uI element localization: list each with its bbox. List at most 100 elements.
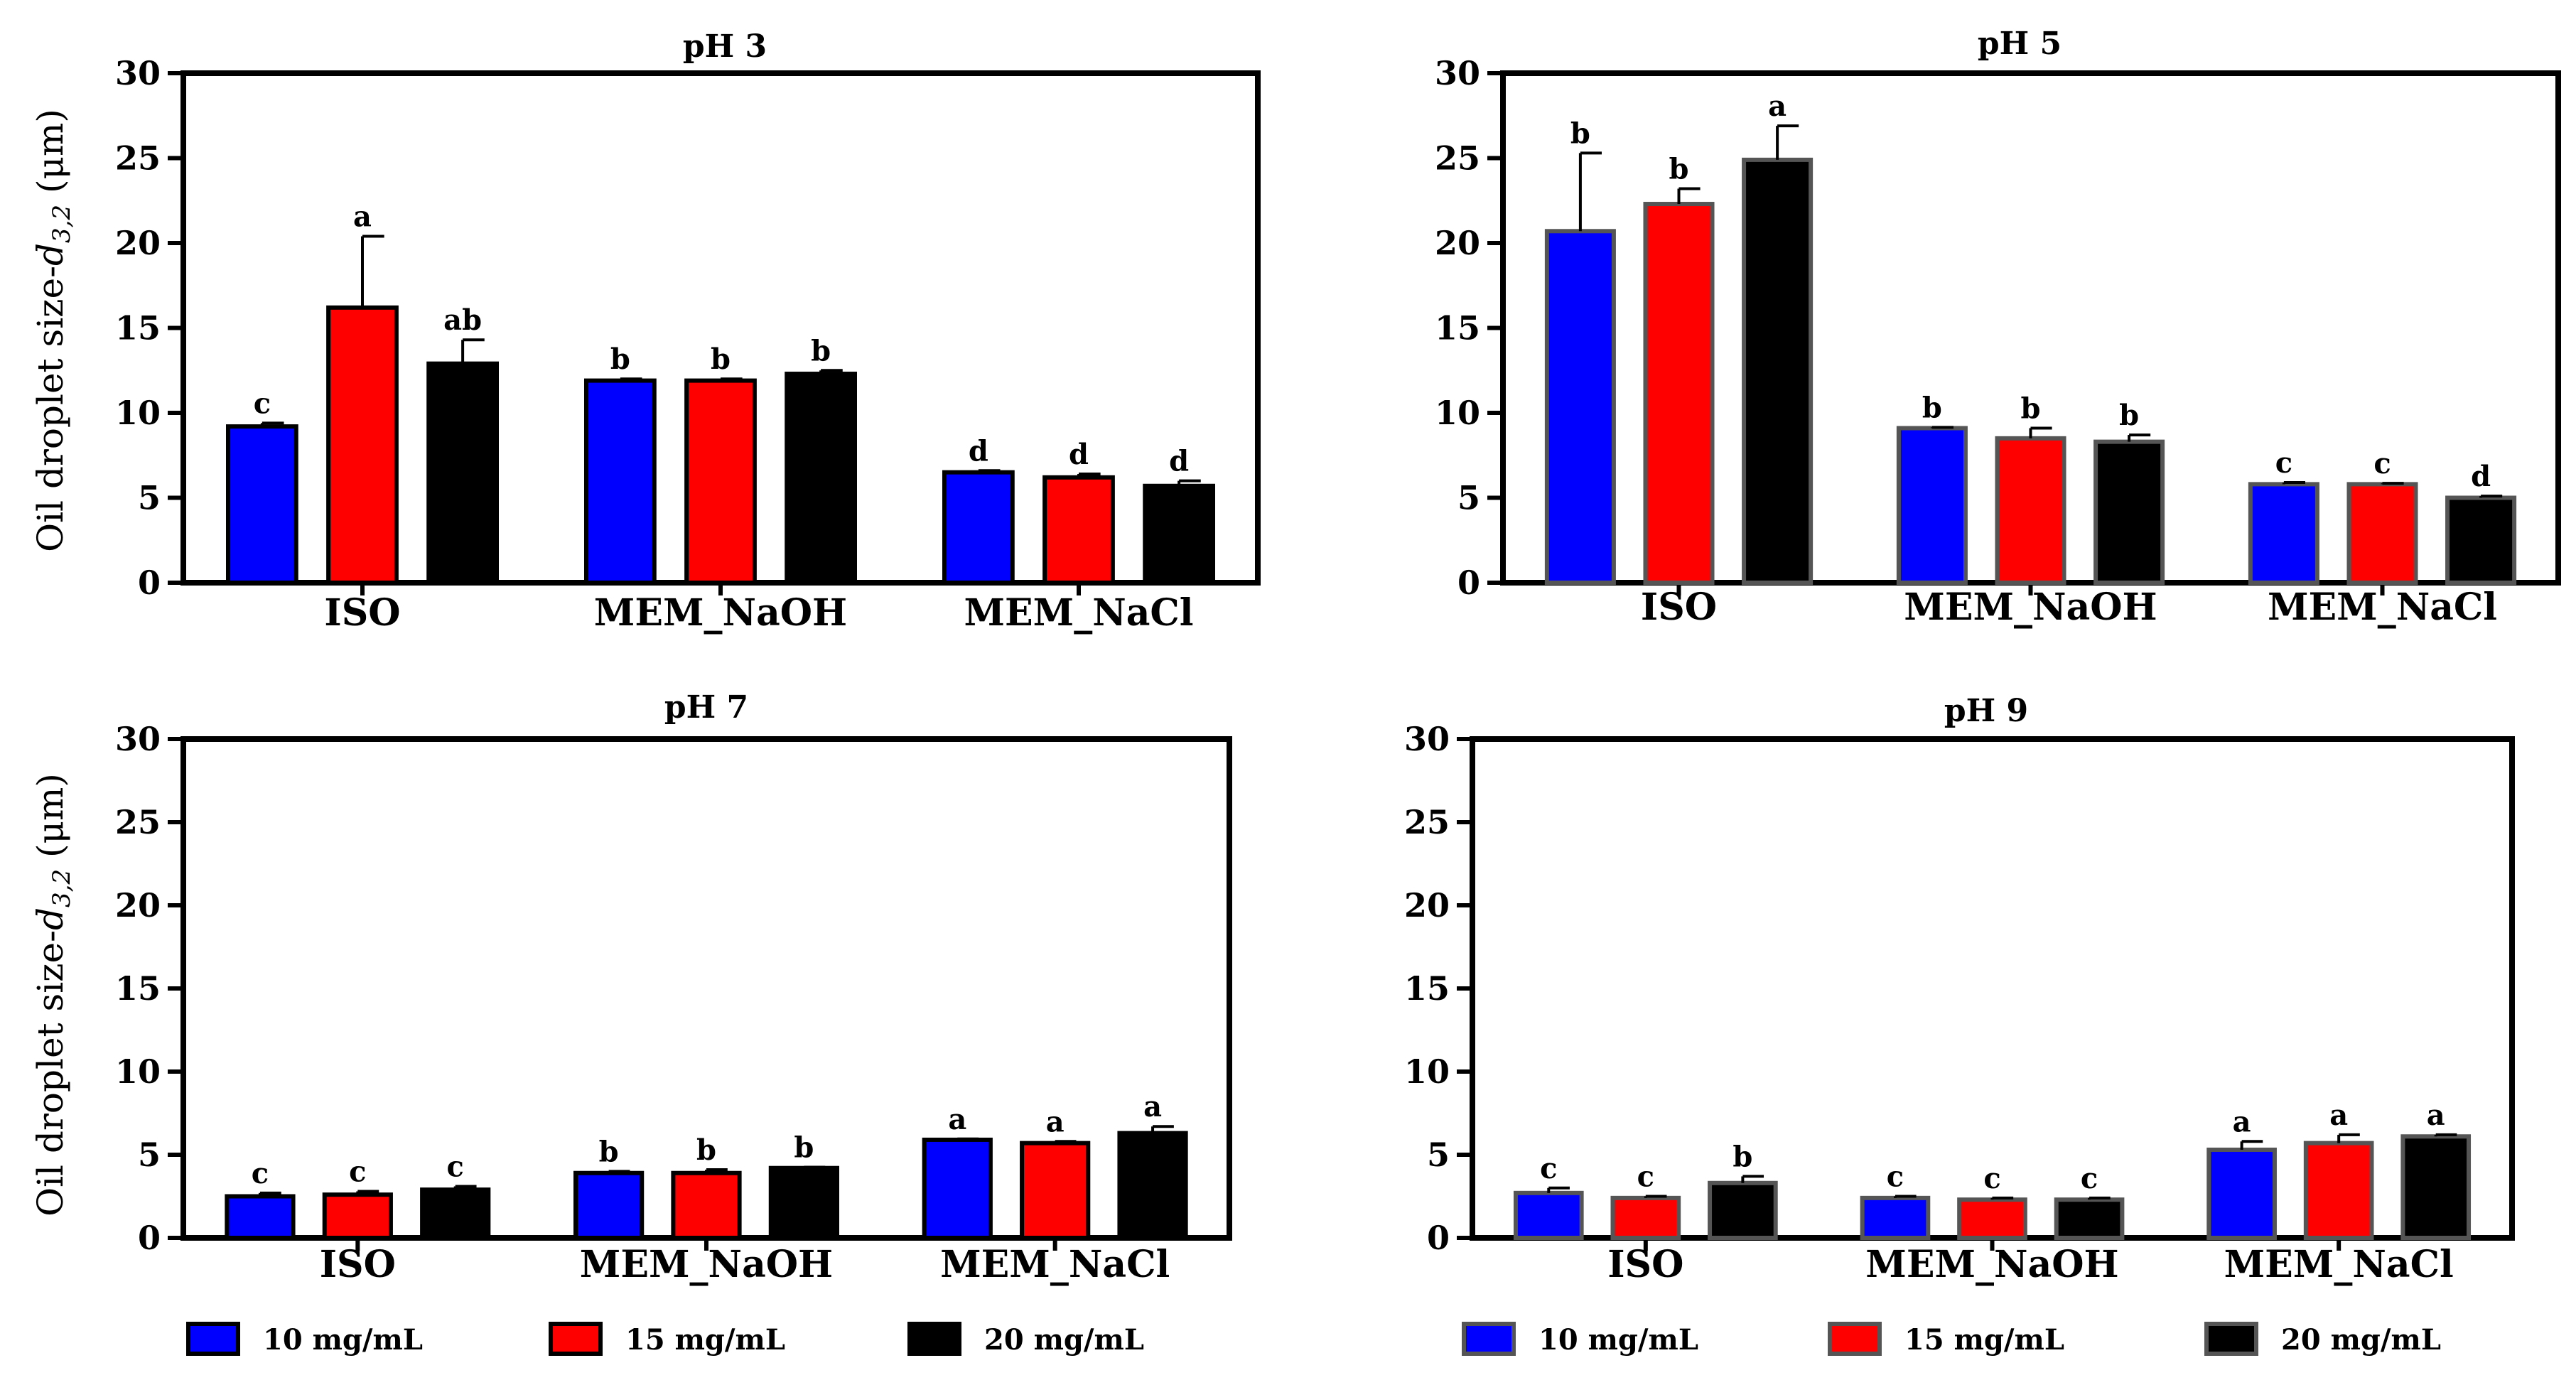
bar <box>2206 1147 2277 1240</box>
y-tick-label: 15 <box>1404 969 1450 1008</box>
significance-letter: b <box>1922 391 1942 424</box>
significance-letter: c <box>1540 1152 1557 1185</box>
y-tick-label: 25 <box>1435 139 1480 178</box>
bar <box>671 1170 742 1240</box>
bar <box>1860 1195 1931 1240</box>
bar <box>426 361 499 585</box>
bar <box>1708 1180 1778 1241</box>
panel-title: pH 5 <box>1978 26 2062 62</box>
bar <box>2303 1141 2374 1240</box>
significance-letter: b <box>610 343 630 376</box>
significance-letter: d <box>969 434 988 468</box>
y-tick-label: 20 <box>115 224 161 262</box>
significance-letter: b <box>711 343 731 376</box>
y-tick-label: 25 <box>115 803 161 841</box>
significance-letter: b <box>1570 117 1590 150</box>
y-tick-label: 20 <box>1435 224 1480 262</box>
bar <box>1896 426 1968 586</box>
category-label: MEM_NaCl <box>964 591 1193 635</box>
y-tick-label: 20 <box>1404 886 1450 925</box>
significance-letter: c <box>349 1155 366 1188</box>
significance-letter: c <box>447 1150 464 1183</box>
y-tick-label: 0 <box>1427 1219 1450 1257</box>
bar <box>420 1187 491 1241</box>
significance-letter: b <box>794 1131 814 1165</box>
y-tick-label: 30 <box>1404 720 1450 758</box>
bar <box>1143 483 1215 586</box>
y-tick-label: 0 <box>138 564 161 602</box>
legend-swatch <box>2204 1322 2258 1356</box>
bar <box>785 372 857 586</box>
legend-label: 20 mg/mL <box>2281 1323 2441 1357</box>
y-tick-label: 30 <box>115 720 161 758</box>
significance-letter: b <box>599 1135 619 1168</box>
significance-letter: c <box>1983 1162 2000 1195</box>
panel-title: pH 9 <box>1944 693 2028 729</box>
bar <box>1117 1131 1188 1240</box>
y-axis-label: Oil droplet size-d3,2 (μm) <box>30 773 76 1217</box>
bar <box>684 378 757 586</box>
bar <box>326 305 399 585</box>
significance-letter: b <box>1669 153 1689 186</box>
significance-letter: b <box>2119 399 2139 432</box>
legend: 10 mg/mL 15 mg/mL 20 mg/mL <box>1462 1322 2441 1357</box>
legend-swatch <box>549 1322 603 1356</box>
significance-letter: ab <box>443 303 482 337</box>
bar <box>2093 439 2165 585</box>
significance-letter: c <box>2373 447 2391 480</box>
bar <box>1957 1197 2027 1241</box>
y-tick-label: 25 <box>115 139 161 178</box>
y-tick-label: 10 <box>1404 1052 1450 1091</box>
bar <box>1643 202 1715 585</box>
bar <box>573 1170 645 1240</box>
legend-label: 10 mg/mL <box>263 1323 423 1357</box>
significance-letter: b <box>1732 1140 1752 1173</box>
significance-letter: a <box>2233 1105 2251 1138</box>
y-tick-label: 30 <box>115 54 161 92</box>
significance-letter: c <box>1637 1160 1654 1194</box>
significance-letter: a <box>1143 1090 1162 1123</box>
panel-title: pH 3 <box>683 28 767 65</box>
legend-label: 10 mg/mL <box>1538 1323 1698 1357</box>
significance-letter: a <box>948 1103 966 1136</box>
bar <box>226 424 298 585</box>
bar <box>584 378 657 586</box>
bar <box>922 1137 993 1240</box>
panel-ph-3: pH 3 0 5 10 15 20 25 30 ISO c a ab MEM_NaOH b b b MEM_Na… <box>115 28 1261 635</box>
bar <box>2445 495 2517 585</box>
y-axis-label: Oil droplet size-d3,2 (μm) <box>30 109 76 552</box>
significance-letter: a <box>2329 1099 2348 1132</box>
y-tick-label: 15 <box>115 309 161 347</box>
bar <box>322 1192 393 1241</box>
bar <box>1995 436 2066 585</box>
significance-letter: a <box>1768 90 1787 123</box>
bar <box>1020 1141 1091 1240</box>
significance-letter: c <box>2081 1162 2098 1195</box>
y-tick-label: 25 <box>1404 803 1450 841</box>
significance-letter: b <box>696 1133 716 1167</box>
legend-label: 15 mg/mL <box>1904 1323 2064 1357</box>
legend-label: 20 mg/mL <box>984 1323 1144 1357</box>
bar <box>225 1194 296 1240</box>
bar <box>942 470 1015 586</box>
y-tick-label: 5 <box>138 1136 161 1174</box>
significance-letter: b <box>2021 392 2041 426</box>
bar <box>2248 482 2319 585</box>
y-tick-label: 5 <box>1457 479 1480 517</box>
y-tick-label: 5 <box>1427 1136 1450 1174</box>
bar <box>768 1165 839 1240</box>
significance-letter: d <box>1069 438 1089 471</box>
significance-letter: d <box>2471 460 2491 493</box>
bar <box>2400 1134 2472 1241</box>
significance-letter: c <box>2275 446 2292 480</box>
significance-letter: c <box>254 387 271 420</box>
significance-letter: c <box>252 1157 269 1190</box>
legend-swatch <box>186 1322 240 1356</box>
legend: 10 mg/mL 15 mg/mL 20 mg/mL <box>186 1322 1144 1357</box>
bar <box>1544 229 1616 585</box>
bar <box>1610 1195 1681 1240</box>
